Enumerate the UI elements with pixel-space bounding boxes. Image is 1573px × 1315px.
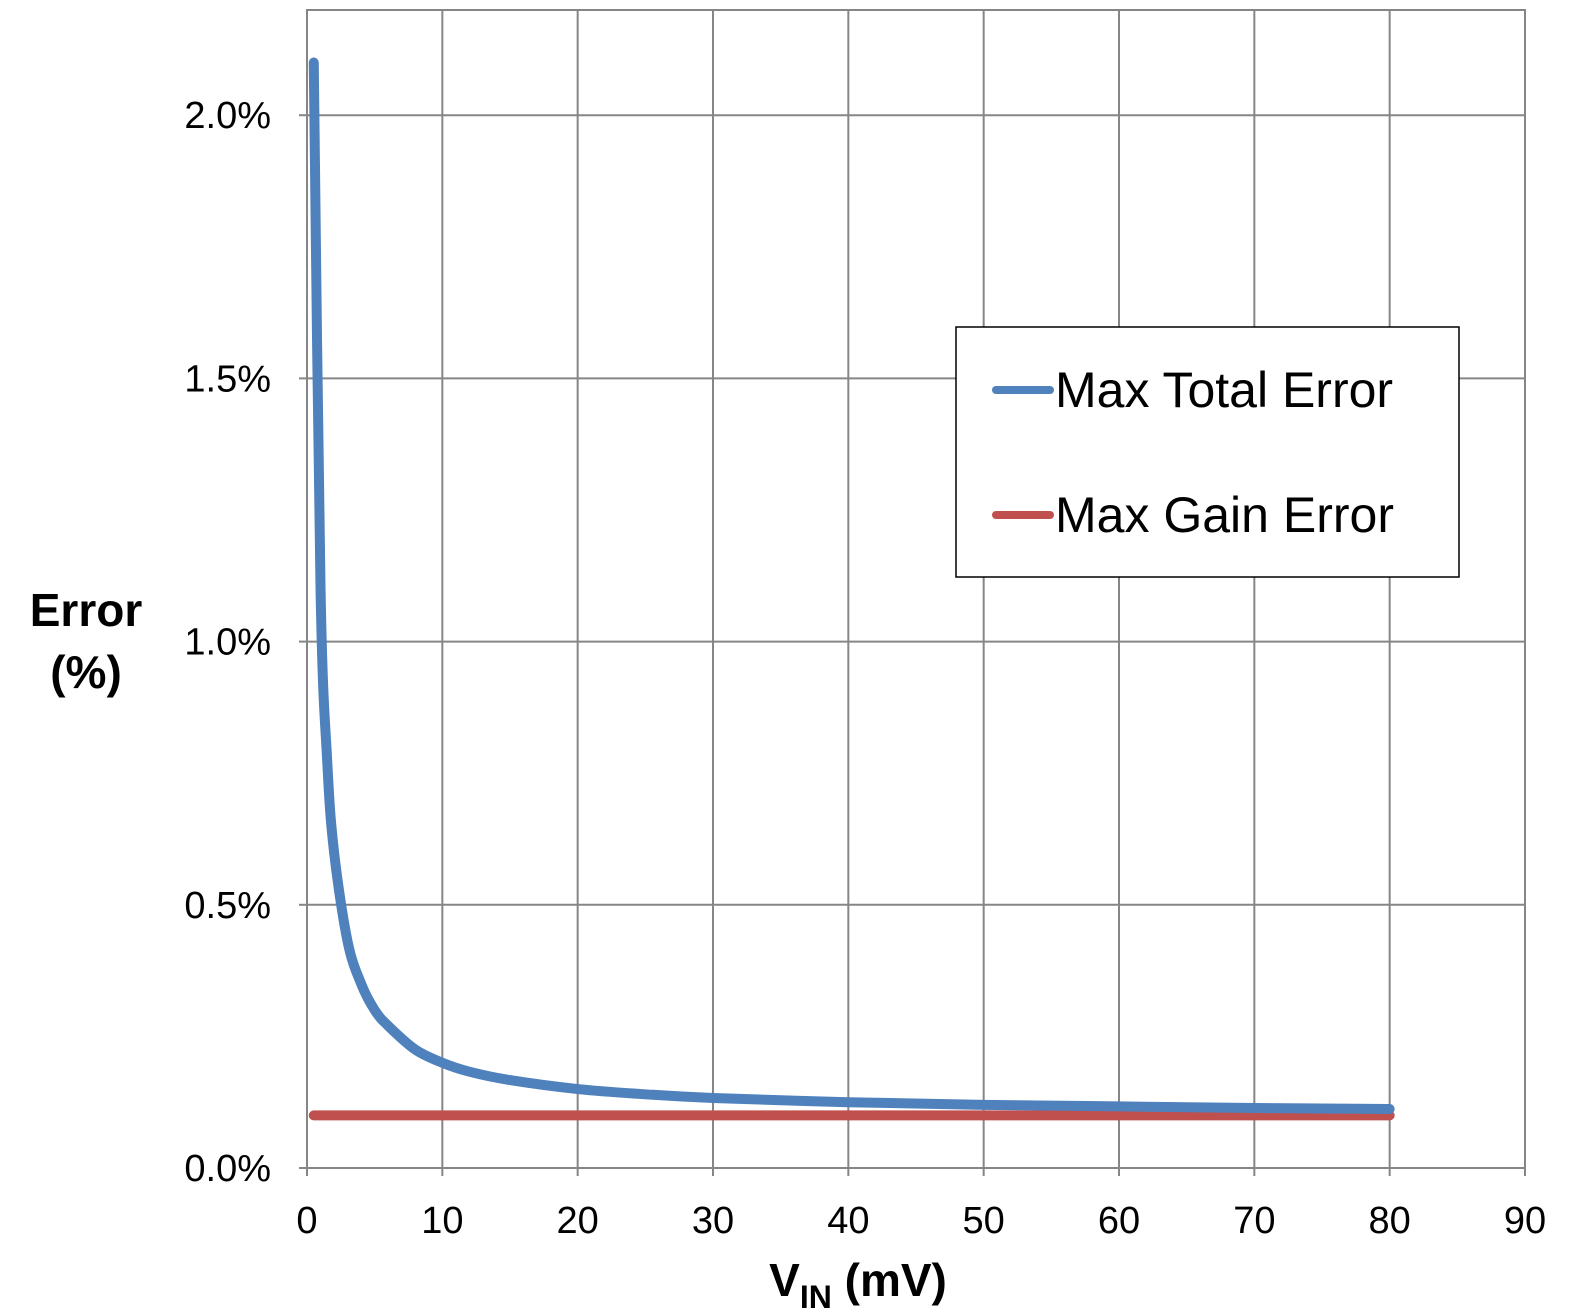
series-lines bbox=[308, 57, 1395, 1121]
y-axis-label-line2: (%) bbox=[50, 646, 122, 698]
x-tick-label: 90 bbox=[1504, 1200, 1546, 1242]
x-axis-label-main: V bbox=[769, 1254, 800, 1306]
x-axis-label-subscript: IN bbox=[800, 1279, 832, 1315]
y-tick-label: 1.0% bbox=[184, 622, 271, 664]
x-tick-label: 0 bbox=[296, 1200, 317, 1242]
legend-label-max-gain-error: Max Gain Error bbox=[1055, 487, 1394, 543]
x-tick-labels: 0 10 20 30 40 50 60 70 80 90 bbox=[296, 1200, 1546, 1242]
series-line-max-total-error bbox=[308, 57, 1395, 1115]
plot-area-border bbox=[306, 9, 1526, 1169]
x-tick-label: 20 bbox=[557, 1200, 599, 1242]
x-axis-label: VIN (mV) bbox=[769, 1254, 947, 1315]
x-tick-label: 60 bbox=[1098, 1200, 1140, 1242]
x-tick-label: 10 bbox=[421, 1200, 463, 1242]
legend-label-max-total-error: Max Total Error bbox=[1055, 362, 1393, 418]
y-tick-label: 0.5% bbox=[184, 885, 271, 927]
y-tick-label: 1.5% bbox=[184, 358, 271, 400]
legend: Max Total Error Max Gain Error bbox=[955, 326, 1460, 578]
y-axis-label-line1: Error bbox=[30, 584, 143, 636]
x-tick-label: 80 bbox=[1369, 1200, 1411, 1242]
legend-box bbox=[955, 326, 1460, 578]
x-tick-label: 30 bbox=[692, 1200, 734, 1242]
y-tick-label: 2.0% bbox=[184, 95, 271, 137]
y-tick-label: 0.0% bbox=[184, 1148, 271, 1190]
x-tick-label: 70 bbox=[1233, 1200, 1275, 1242]
x-axis-label-unit: (mV) bbox=[832, 1254, 947, 1306]
x-tick-label: 40 bbox=[827, 1200, 869, 1242]
grid-lines bbox=[299, 10, 1526, 1176]
y-tick-labels: 0.0% 0.5% 1.0% 1.5% 2.0% bbox=[184, 95, 271, 1190]
x-tick-label: 50 bbox=[963, 1200, 1005, 1242]
